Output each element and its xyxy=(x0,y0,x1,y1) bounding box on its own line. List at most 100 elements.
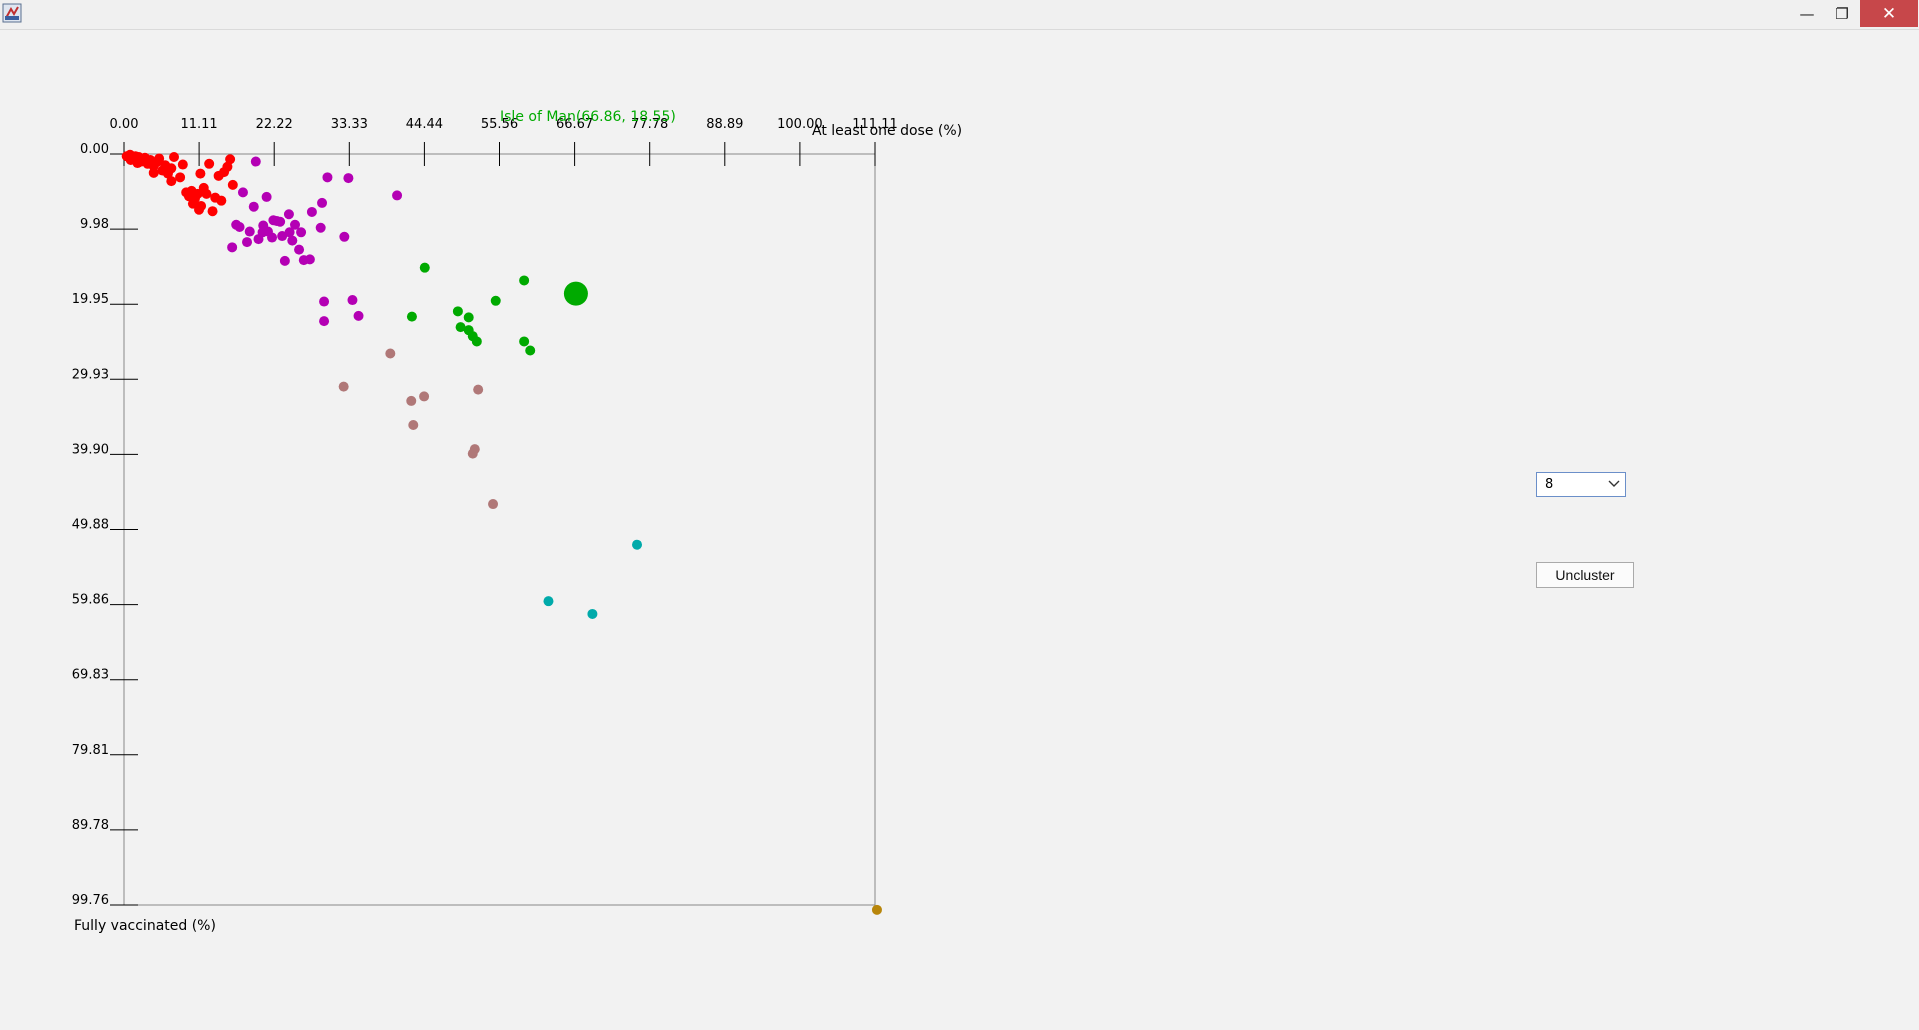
data-point-purple[interactable] xyxy=(257,227,268,238)
data-point-purple[interactable] xyxy=(315,222,326,233)
data-point-red[interactable] xyxy=(192,188,203,199)
x-axis-label: At least one dose (%) xyxy=(812,123,962,139)
data-point-purple[interactable] xyxy=(392,190,403,201)
data-point-red[interactable] xyxy=(204,158,215,169)
data-point-gold[interactable] xyxy=(871,904,882,915)
data-point-red[interactable] xyxy=(222,161,233,172)
data-point-purple[interactable] xyxy=(319,316,330,327)
data-point-cyan[interactable] xyxy=(543,596,554,607)
data-point-purple[interactable] xyxy=(234,222,245,233)
data-point-green[interactable] xyxy=(406,311,417,322)
cluster-count-select[interactable]: 8 xyxy=(1536,472,1626,497)
data-point-red[interactable] xyxy=(125,155,136,166)
x-tick-label: 100.00 xyxy=(777,117,823,132)
data-point-purple[interactable] xyxy=(343,173,354,184)
data-point-red[interactable] xyxy=(187,198,198,209)
cluster-count-value: 8 xyxy=(1545,477,1554,492)
data-point-red[interactable] xyxy=(195,168,206,179)
data-point-purple[interactable] xyxy=(227,242,238,253)
data-point-brown[interactable] xyxy=(338,381,349,392)
y-axis-label: Fully vaccinated (%) xyxy=(74,918,216,934)
data-points xyxy=(121,149,882,915)
data-point-red[interactable] xyxy=(166,176,177,187)
data-point-green[interactable] xyxy=(455,322,466,333)
data-point-purple[interactable] xyxy=(277,231,288,242)
data-point-red[interactable] xyxy=(169,152,180,163)
data-point-purple[interactable] xyxy=(347,295,358,306)
y-tick-label: 69.83 xyxy=(72,668,109,683)
data-point-purple[interactable] xyxy=(290,219,301,230)
content-panel xyxy=(0,30,1919,1030)
data-point-purple[interactable] xyxy=(283,209,294,220)
data-point-purple[interactable] xyxy=(284,227,295,238)
data-point-brown[interactable] xyxy=(408,420,419,431)
data-point-purple[interactable] xyxy=(322,172,333,183)
data-point-green[interactable] xyxy=(452,306,463,317)
data-point-green[interactable] xyxy=(490,295,501,306)
window-title-bar: — ❐ ✕ xyxy=(0,0,1919,30)
y-tick-label: 99.76 xyxy=(72,893,109,908)
data-point-brown[interactable] xyxy=(419,391,430,402)
data-point-purple[interactable] xyxy=(279,255,290,266)
data-point-green[interactable] xyxy=(463,312,474,323)
data-point-red[interactable] xyxy=(207,206,218,217)
x-axis-ticks: 0.00 11.11 22.22 33.33 44.44 55.56 66.67 77.78 8… xyxy=(110,117,898,166)
data-point-purple[interactable] xyxy=(248,201,259,212)
y-axis-ticks: 0.00 9.98 19.95 29.93 39.90 49.88 59.86 69.83 79… xyxy=(72,142,138,908)
data-point-red[interactable] xyxy=(201,188,212,199)
x-tick-label: 111.11 xyxy=(852,117,898,132)
data-point-red[interactable] xyxy=(225,154,236,165)
data-point-purple[interactable] xyxy=(242,237,253,248)
highlight-point-label: Isle of Man(66.86, 18.55) xyxy=(500,109,676,125)
y-tick-label: 79.81 xyxy=(72,743,109,758)
maximize-icon[interactable]: ❐ xyxy=(1835,4,1849,23)
data-point-red[interactable] xyxy=(154,153,165,164)
data-point-red[interactable] xyxy=(177,159,188,170)
uncluster-button[interactable]: Uncluster xyxy=(1536,562,1634,588)
highlight-data-point[interactable] xyxy=(563,281,588,306)
data-point-purple[interactable] xyxy=(339,231,350,242)
data-point-red[interactable] xyxy=(166,163,177,174)
y-tick-label: 39.90 xyxy=(72,442,109,457)
data-point-brown[interactable] xyxy=(467,448,478,459)
data-point-cyan[interactable] xyxy=(587,608,598,619)
y-tick-label: 29.93 xyxy=(72,367,109,382)
data-point-green[interactable] xyxy=(519,275,530,286)
data-point-purple[interactable] xyxy=(319,296,330,307)
java-app-icon xyxy=(2,3,22,23)
data-point-purple[interactable] xyxy=(317,197,328,208)
close-icon[interactable]: ✕ xyxy=(1860,0,1918,27)
data-point-purple[interactable] xyxy=(306,206,317,217)
data-point-purple[interactable] xyxy=(237,187,248,198)
data-point-red[interactable] xyxy=(175,172,186,183)
data-point-green[interactable] xyxy=(419,262,430,273)
x-tick-label: 0.00 xyxy=(110,117,139,132)
minimize-icon[interactable]: — xyxy=(1799,4,1815,23)
data-point-red[interactable] xyxy=(148,167,159,178)
data-point-purple[interactable] xyxy=(287,235,298,246)
x-tick-label: 44.44 xyxy=(406,117,443,132)
data-point-green[interactable] xyxy=(519,336,530,347)
data-point-cyan[interactable] xyxy=(632,539,643,550)
data-point-purple[interactable] xyxy=(261,191,272,202)
data-point-purple[interactable] xyxy=(271,215,282,226)
x-tick-label: 55.56 xyxy=(481,117,518,132)
x-tick-label: 66.67 xyxy=(556,117,593,132)
data-point-red[interactable] xyxy=(227,179,238,190)
data-point-red[interactable] xyxy=(194,204,205,215)
data-point-purple[interactable] xyxy=(294,244,305,255)
data-point-green[interactable] xyxy=(525,345,536,356)
data-point-red[interactable] xyxy=(216,195,227,206)
data-point-brown[interactable] xyxy=(473,384,484,395)
data-point-brown[interactable] xyxy=(406,395,417,406)
data-point-green[interactable] xyxy=(471,336,482,347)
x-tick-label: 33.33 xyxy=(331,117,368,132)
data-point-brown[interactable] xyxy=(488,499,499,510)
data-point-brown[interactable] xyxy=(385,348,396,359)
data-point-purple[interactable] xyxy=(296,227,307,238)
data-point-purple[interactable] xyxy=(353,310,364,321)
data-point-purple[interactable] xyxy=(250,156,261,167)
data-point-purple[interactable] xyxy=(304,254,315,265)
x-tick-label: 77.78 xyxy=(631,117,668,132)
data-point-purple[interactable] xyxy=(244,226,255,237)
